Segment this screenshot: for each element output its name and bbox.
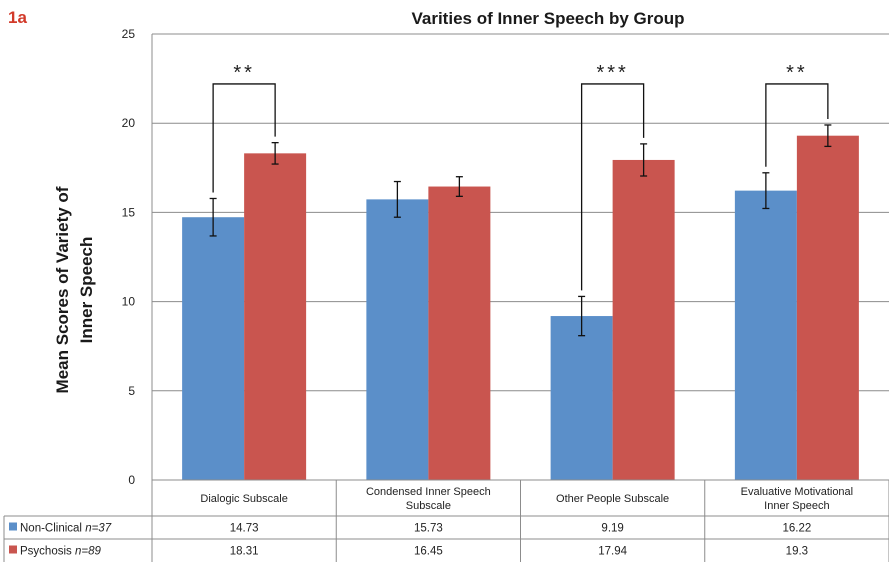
- bar-non-clinical: [366, 199, 428, 480]
- chart-title: Varities of Inner Speech by Group: [411, 9, 684, 28]
- legend-swatch: [9, 546, 17, 554]
- table-cell-value: 17.94: [598, 546, 627, 558]
- table-cell-value: 14.73: [230, 523, 259, 535]
- significance-label: **: [786, 62, 808, 84]
- y-axis-ticks: 0 5 10 15 20 25: [122, 27, 136, 487]
- series-name: Psychosis: [20, 546, 75, 558]
- category-label: Inner Speech: [764, 500, 829, 512]
- y-tick-label: 10: [122, 295, 136, 309]
- y-tick-label: 5: [128, 384, 135, 398]
- series-n: n=89: [75, 546, 102, 558]
- table-cell-value: 18.31: [230, 546, 259, 558]
- table-cell-value: 9.19: [601, 523, 623, 535]
- category-label: Condensed Inner Speech: [366, 486, 491, 498]
- bars: [182, 136, 859, 480]
- bar-psychosis: [428, 187, 490, 480]
- table-cell-value: 16.22: [782, 523, 811, 535]
- series-name: Non-Clinical: [20, 523, 85, 535]
- category-label: Other People Subscale: [556, 493, 669, 505]
- bar-psychosis: [613, 160, 675, 480]
- legend-label: Non-Clinical n=37: [20, 523, 112, 535]
- bar-psychosis: [797, 136, 859, 480]
- bar-non-clinical: [551, 316, 613, 480]
- table-cell-value: 19.3: [786, 546, 808, 558]
- y-tick-label: 20: [122, 116, 136, 130]
- bar-psychosis: [244, 153, 306, 480]
- data-table: Dialogic Subscale Condensed Inner Speech S…: [4, 480, 889, 562]
- bar-non-clinical: [735, 191, 797, 480]
- legend-swatch: [9, 523, 17, 531]
- y-axis-label-line-1: Mean Scores of Variety of: [53, 186, 72, 393]
- panel-label: 1a: [8, 8, 27, 27]
- legend-non-clinical: Non-Clinical n=37: [9, 523, 112, 535]
- bar-non-clinical: [182, 217, 244, 480]
- y-tick-label: 15: [122, 205, 136, 219]
- y-axis-label-line-2: Inner Speech: [77, 237, 96, 344]
- category-label: Dialogic Subscale: [200, 493, 287, 505]
- table-cell-value: 16.45: [414, 546, 443, 558]
- table-cell-value: 15.73: [414, 523, 443, 535]
- significance-label: **: [233, 62, 255, 84]
- category-label: Evaluative Motivational: [741, 486, 854, 498]
- legend-label: Psychosis n=89: [20, 546, 101, 558]
- series-n: n=37: [85, 523, 112, 535]
- significance-label: ***: [596, 62, 628, 84]
- y-tick-label: 25: [122, 27, 136, 41]
- y-axis-label: Mean Scores of Variety of Inner Speech: [53, 186, 96, 393]
- legend-psychosis: Psychosis n=89: [9, 546, 101, 558]
- category-label: Subscale: [406, 500, 451, 512]
- y-tick-label: 0: [128, 473, 135, 487]
